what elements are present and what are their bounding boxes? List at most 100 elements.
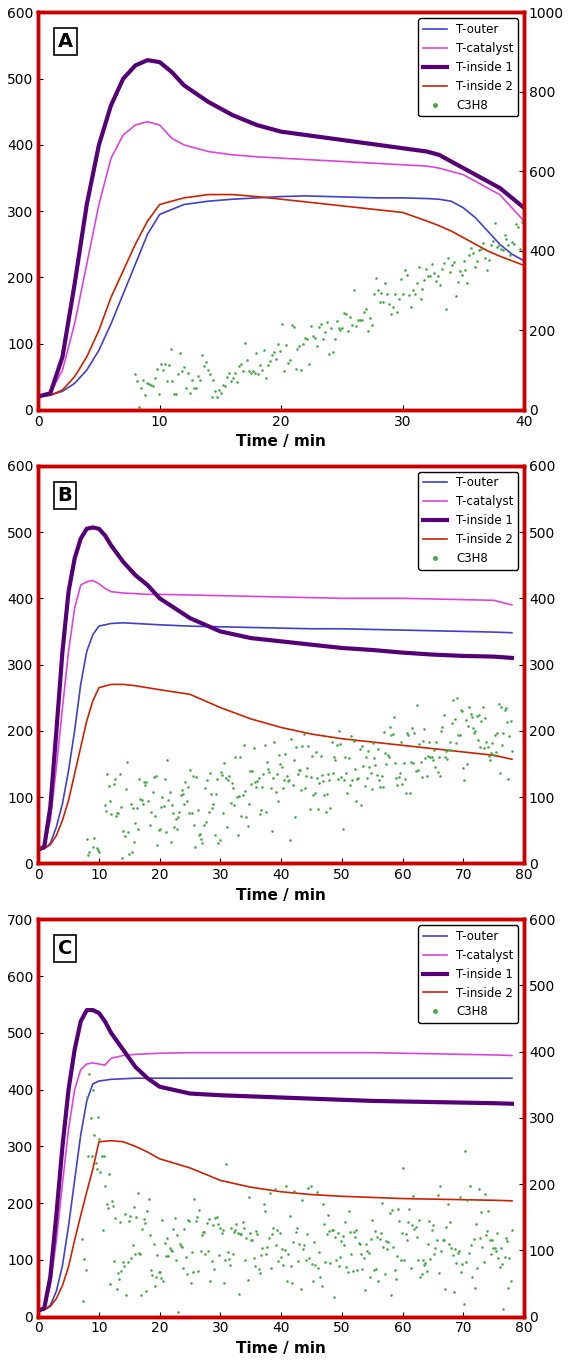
Point	[277, 756, 286, 778]
Point	[180, 1217, 189, 1239]
Point	[367, 778, 376, 800]
Point	[313, 799, 323, 821]
Point	[255, 1262, 264, 1284]
Point	[405, 782, 414, 804]
Point	[240, 333, 250, 354]
Point	[175, 800, 184, 822]
Point	[378, 776, 387, 797]
Point	[385, 1202, 394, 1224]
Point	[447, 254, 456, 275]
Point	[211, 1208, 220, 1229]
Point	[403, 1229, 412, 1251]
Point	[461, 709, 470, 731]
Point	[150, 806, 159, 827]
Point	[426, 746, 435, 767]
Point	[268, 343, 277, 365]
Point	[396, 1250, 405, 1272]
Point	[319, 770, 328, 792]
Point	[139, 1208, 148, 1229]
Point	[216, 761, 226, 782]
Point	[492, 741, 501, 763]
Point	[465, 244, 474, 266]
Point	[164, 1244, 173, 1266]
Point	[155, 819, 164, 841]
Point	[188, 766, 198, 788]
Point	[418, 278, 427, 300]
Point	[441, 298, 451, 320]
Point	[384, 746, 393, 767]
Point	[336, 319, 345, 341]
Point	[238, 360, 247, 382]
Point	[227, 771, 236, 793]
Point	[468, 1266, 477, 1288]
Point	[105, 791, 114, 812]
Point	[327, 732, 336, 754]
Point	[120, 825, 129, 846]
Point	[372, 763, 381, 785]
Point	[124, 1210, 134, 1232]
Point	[183, 363, 192, 384]
Point	[260, 735, 269, 756]
Point	[104, 776, 113, 797]
Point	[473, 729, 482, 751]
Point	[99, 852, 108, 874]
Point	[263, 1236, 272, 1258]
Point	[244, 793, 254, 815]
Point	[291, 1221, 300, 1243]
Point	[436, 1175, 445, 1197]
Point	[320, 320, 329, 342]
Point	[240, 1249, 250, 1270]
Point	[212, 769, 222, 791]
Point	[214, 1213, 223, 1235]
Point	[494, 1247, 503, 1269]
Point	[332, 311, 341, 333]
Point	[284, 1243, 293, 1265]
Point	[307, 315, 316, 337]
Point	[356, 793, 365, 815]
Point	[172, 383, 181, 405]
Point	[77, 1228, 86, 1250]
Legend: T-outer, T-catalyst, T-inside 1, T-inside 2, C3H8: T-outer, T-catalyst, T-inside 1, T-insid…	[419, 472, 518, 570]
Point	[278, 1238, 287, 1259]
Point	[453, 687, 462, 709]
Point	[253, 1223, 262, 1244]
Point	[491, 1240, 500, 1262]
Point	[296, 1278, 305, 1300]
Point	[370, 1220, 379, 1242]
Point	[94, 1107, 103, 1129]
Point	[448, 1243, 457, 1265]
Point	[102, 800, 111, 822]
Point	[104, 1163, 114, 1184]
Point	[181, 771, 190, 793]
Point	[248, 761, 257, 782]
Point	[230, 1221, 239, 1243]
Point	[331, 750, 340, 771]
Point	[231, 363, 240, 384]
Point	[80, 1249, 89, 1270]
Point	[143, 1199, 152, 1221]
Point	[417, 1264, 427, 1285]
Point	[322, 1223, 331, 1244]
Point	[103, 1197, 112, 1219]
Point	[280, 1239, 289, 1261]
Point	[285, 1206, 294, 1228]
Point	[496, 1238, 505, 1259]
Point	[170, 816, 179, 838]
Point	[457, 1262, 466, 1284]
Point	[427, 1219, 436, 1240]
Point	[163, 750, 172, 771]
Point	[399, 284, 408, 305]
Point	[223, 367, 232, 388]
Point	[293, 338, 302, 360]
Point	[129, 1195, 138, 1217]
Point	[165, 781, 174, 803]
Point	[166, 338, 175, 360]
Point	[194, 365, 203, 387]
Point	[433, 266, 443, 288]
Point	[171, 808, 180, 830]
Point	[505, 1247, 514, 1269]
Point	[439, 703, 448, 725]
Point	[159, 795, 168, 816]
Point	[400, 1250, 409, 1272]
Point	[338, 818, 347, 840]
